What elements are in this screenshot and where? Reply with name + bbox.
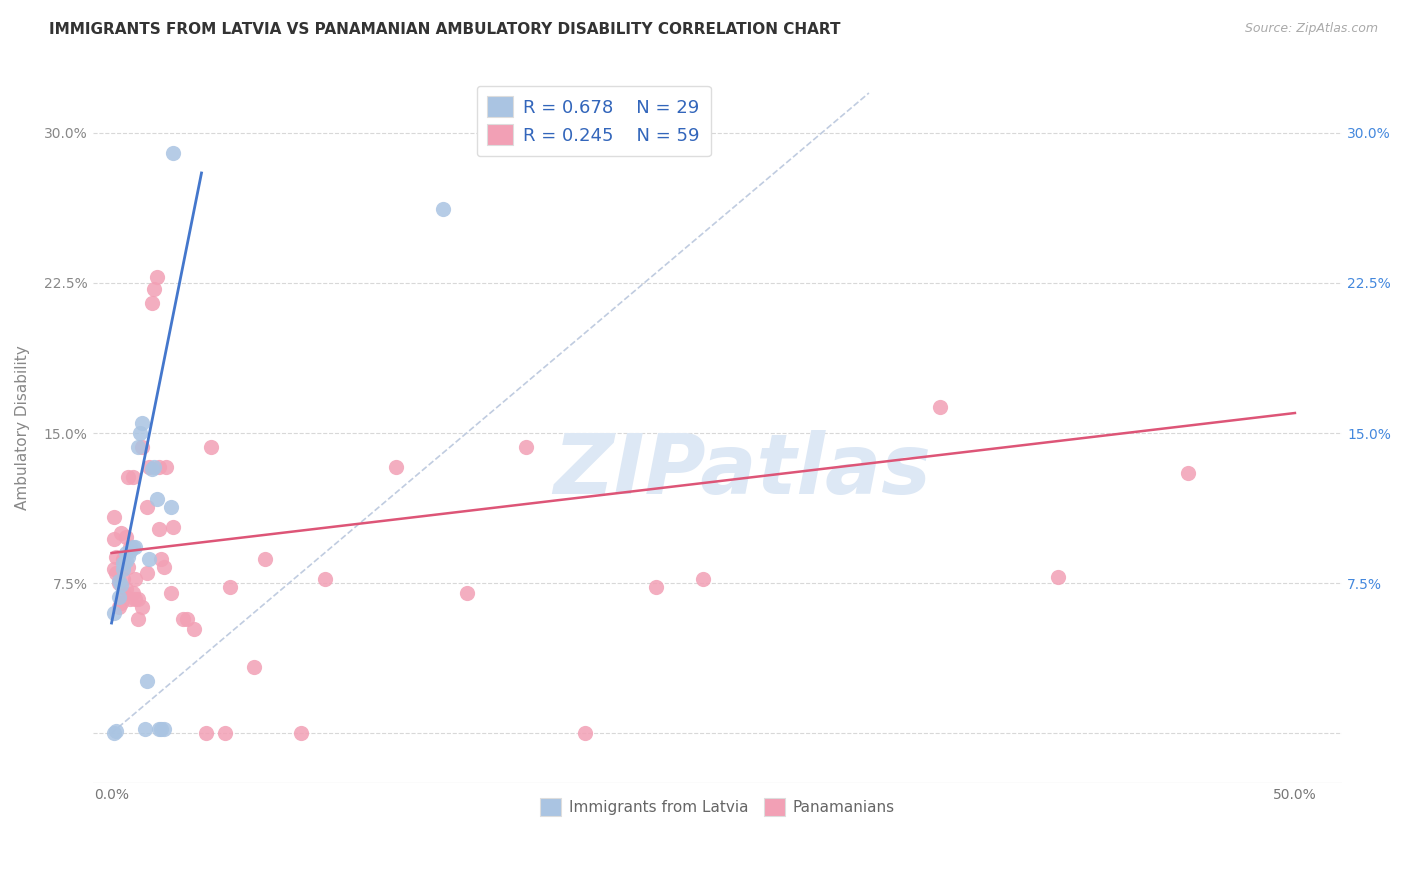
Point xyxy=(112,556,135,570)
Point xyxy=(219,580,242,594)
Point xyxy=(645,580,668,594)
Point xyxy=(574,726,596,740)
Point xyxy=(129,425,152,440)
Point xyxy=(152,722,174,736)
Point xyxy=(162,146,184,161)
Point xyxy=(159,586,181,600)
Point xyxy=(148,722,170,736)
Point xyxy=(138,460,160,475)
Point xyxy=(183,622,205,636)
Point xyxy=(136,673,159,688)
Point xyxy=(155,460,177,475)
Point xyxy=(127,612,149,626)
Point xyxy=(120,592,142,607)
Point xyxy=(242,660,264,674)
Point xyxy=(172,612,194,626)
Point xyxy=(143,282,166,296)
Point xyxy=(121,470,143,484)
Y-axis label: Ambulatory Disability: Ambulatory Disability xyxy=(15,345,30,510)
Point xyxy=(134,722,156,736)
Point xyxy=(107,600,129,615)
Text: IMMIGRANTS FROM LATVIA VS PANAMANIAN AMBULATORY DISABILITY CORRELATION CHART: IMMIGRANTS FROM LATVIA VS PANAMANIAN AMB… xyxy=(49,22,841,37)
Point xyxy=(110,578,132,592)
Point xyxy=(103,532,125,546)
Point xyxy=(314,572,336,586)
Point xyxy=(105,549,128,564)
Point xyxy=(112,552,135,566)
Point xyxy=(124,572,146,586)
Point xyxy=(195,726,218,740)
Point xyxy=(141,296,163,310)
Point xyxy=(159,500,181,514)
Point xyxy=(1047,570,1070,584)
Point xyxy=(141,462,163,476)
Text: ZIPatlas: ZIPatlas xyxy=(554,430,931,511)
Point xyxy=(105,724,128,739)
Point xyxy=(112,572,135,586)
Point xyxy=(131,416,153,430)
Point xyxy=(131,600,153,615)
Point xyxy=(200,440,222,454)
Point xyxy=(107,590,129,604)
Point xyxy=(148,522,170,536)
Point xyxy=(110,526,132,541)
Point xyxy=(162,520,184,534)
Point xyxy=(117,470,139,484)
Point xyxy=(114,582,136,596)
Point xyxy=(150,552,173,566)
Point xyxy=(127,440,149,454)
Point xyxy=(138,552,160,566)
Point xyxy=(148,460,170,475)
Point xyxy=(121,540,143,554)
Point xyxy=(143,460,166,475)
Point xyxy=(103,562,125,576)
Point xyxy=(929,400,952,414)
Point xyxy=(124,592,146,607)
Point xyxy=(103,606,125,620)
Point xyxy=(515,440,537,454)
Point xyxy=(107,576,129,591)
Point xyxy=(692,572,714,586)
Point xyxy=(150,722,173,736)
Point xyxy=(117,549,139,564)
Point xyxy=(107,574,129,588)
Point xyxy=(114,546,136,560)
Point xyxy=(121,586,143,600)
Point xyxy=(136,566,159,580)
Point xyxy=(103,510,125,524)
Point xyxy=(456,586,478,600)
Point xyxy=(103,726,125,740)
Point xyxy=(120,540,142,554)
Point xyxy=(214,726,236,740)
Point xyxy=(105,566,128,580)
Text: Source: ZipAtlas.com: Source: ZipAtlas.com xyxy=(1244,22,1378,36)
Point xyxy=(432,202,454,216)
Point xyxy=(112,586,135,600)
Point xyxy=(290,726,312,740)
Point xyxy=(254,552,277,566)
Point xyxy=(127,592,149,607)
Point xyxy=(120,544,142,558)
Point xyxy=(114,530,136,544)
Point xyxy=(124,540,146,554)
Point xyxy=(145,491,167,506)
Point xyxy=(110,596,132,610)
Point xyxy=(145,270,167,285)
Point xyxy=(131,440,153,454)
Point xyxy=(152,560,174,574)
Legend: Immigrants from Latvia, Panamanians: Immigrants from Latvia, Panamanians xyxy=(531,789,904,825)
Point xyxy=(1177,466,1199,480)
Point xyxy=(112,562,135,576)
Point xyxy=(136,500,159,514)
Point xyxy=(114,554,136,568)
Point xyxy=(384,460,406,475)
Point xyxy=(176,612,198,626)
Point xyxy=(117,560,139,574)
